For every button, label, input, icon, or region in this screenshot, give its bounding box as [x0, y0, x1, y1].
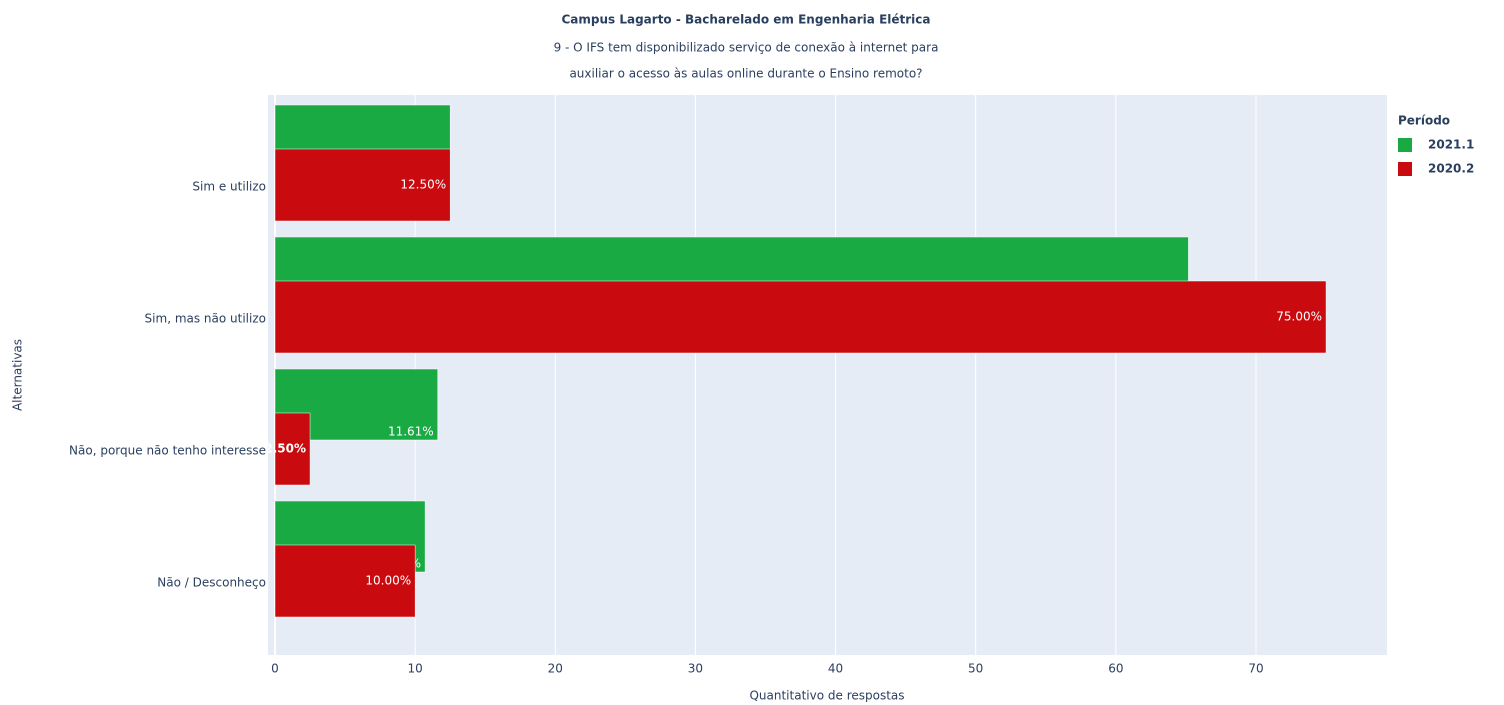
- data-label: 2.50%: [264, 442, 306, 456]
- x-tick-label: 10: [408, 662, 423, 676]
- bar: [274, 280, 1327, 354]
- x-tick-label: 20: [548, 662, 563, 676]
- bar: [274, 544, 416, 618]
- y-axis-title: Alternativas: [11, 339, 25, 411]
- bar: [274, 148, 451, 222]
- x-tick-label: 40: [828, 662, 843, 676]
- y-tick-label: Não / Desconheço: [157, 576, 266, 590]
- bar: [274, 412, 311, 486]
- data-label: 75.00%: [1276, 310, 1322, 324]
- plot-area: [268, 95, 1387, 655]
- chart-subtitle: auxiliar o acesso às aulas online durant…: [569, 67, 922, 81]
- x-tick-label: 30: [688, 662, 703, 676]
- data-label: 12.50%: [400, 178, 446, 192]
- chart-subtitle: 9 - O IFS tem disponibilizado serviço de…: [554, 41, 939, 55]
- legend-label: 2020.2: [1428, 162, 1474, 176]
- x-tick-label: 60: [1108, 662, 1123, 676]
- data-label: 11.61%: [388, 425, 434, 439]
- y-tick-label: Não, porque não tenho interesse: [69, 444, 266, 458]
- legend-swatch: [1398, 138, 1412, 152]
- x-axis-title: Quantitativo de respostas: [749, 689, 904, 703]
- y-tick-label: Sim, mas não utilizo: [145, 312, 266, 326]
- chart-title: Campus Lagarto - Bacharelado em Engenhar…: [561, 13, 930, 27]
- data-label: 10.00%: [365, 574, 411, 588]
- legend-title: Período: [1398, 114, 1450, 128]
- legend-swatch: [1398, 162, 1412, 176]
- y-tick-label: Sim e utilizo: [192, 180, 266, 194]
- legend-label: 2021.1: [1428, 138, 1474, 152]
- x-tick-label: 70: [1248, 662, 1263, 676]
- x-tick-label: 0: [271, 662, 279, 676]
- x-tick-label: 50: [968, 662, 983, 676]
